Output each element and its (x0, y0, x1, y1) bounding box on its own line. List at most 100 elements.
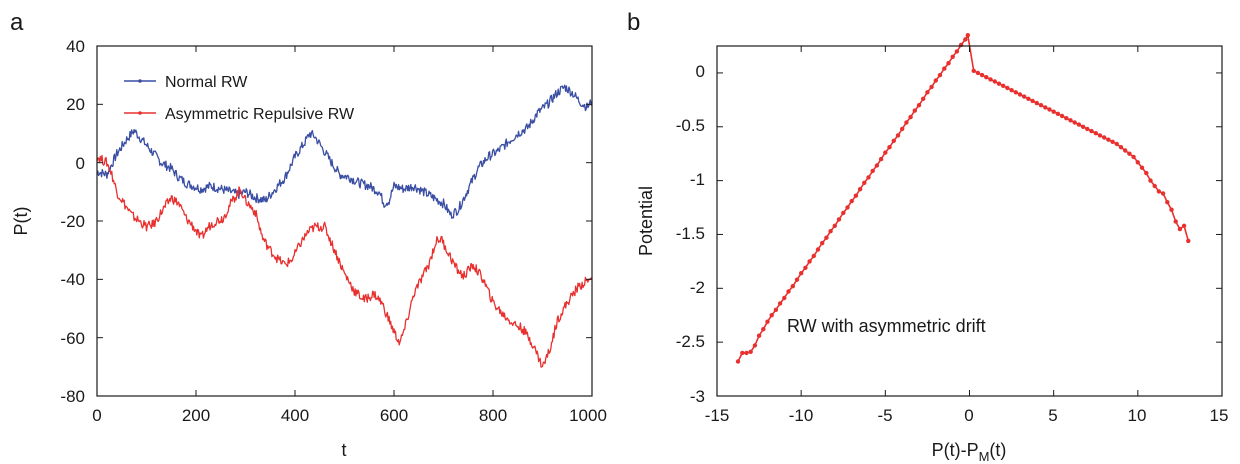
panel-b-xtick-label: 15 (1210, 406, 1229, 425)
potential-point (1181, 223, 1187, 228)
potential-point (925, 90, 930, 95)
potential-point (782, 295, 787, 301)
potential-point (748, 349, 753, 354)
potential-point (820, 240, 825, 246)
potential-point (937, 72, 943, 78)
potential-point (1085, 126, 1090, 132)
potential-point (1139, 165, 1145, 170)
legend-marker-asym (138, 111, 142, 115)
potential-point (1127, 151, 1132, 156)
panel-b-xtick-label: -10 (789, 406, 814, 425)
potential-point (735, 359, 741, 364)
potential-line (737, 34, 1190, 362)
potential-point (1080, 124, 1086, 129)
potential-point (1009, 88, 1014, 93)
potential-point (744, 350, 749, 356)
potential-point (815, 247, 821, 252)
potential-point (912, 108, 917, 113)
potential-point (786, 289, 791, 294)
potential-point (1093, 131, 1099, 136)
potential-point (773, 307, 779, 312)
panel-a-xtick-label: 600 (380, 406, 408, 425)
potential-point (1043, 105, 1048, 110)
potential-point (1131, 154, 1136, 160)
potential-point (979, 72, 985, 78)
panel-a-xtick-label: 1000 (569, 406, 607, 425)
panel-b-letter: b (627, 9, 640, 36)
series-line-asymmetric-repulsive-rw (96, 154, 593, 368)
potential-point (1021, 94, 1027, 99)
potential-point (870, 168, 875, 174)
potential-point (933, 78, 938, 83)
panel-b-series (735, 33, 1191, 364)
potential-point (807, 259, 812, 264)
panel-a: a 0 200 400 600 800 1000 40 20 0 -20 -40… (10, 9, 607, 460)
potential-point (1177, 226, 1183, 232)
potential-point (908, 114, 913, 120)
potential-point (992, 79, 997, 84)
potential-point (862, 180, 867, 185)
potential-point (1051, 109, 1056, 114)
panel-b: b -15 -10 -5 0 5 10 15 0 -0.5 -1 -1.5 -2… (627, 9, 1228, 464)
potential-point (777, 301, 783, 306)
potential-point (1169, 207, 1174, 212)
panel-a-x-axis-label: t (341, 440, 346, 460)
panel-b-ytick-label: 0 (696, 62, 705, 81)
potential-point (1001, 83, 1006, 89)
potential-point (971, 68, 976, 74)
potential-point (1135, 160, 1141, 165)
legend-label-normal: Normal RW (165, 74, 248, 91)
potential-point (1118, 145, 1124, 150)
potential-point (963, 37, 968, 42)
potential-point (790, 284, 795, 289)
potential-point (1017, 92, 1023, 97)
potential-point (900, 126, 905, 132)
panel-b-frame (716, 45, 1223, 397)
panel-a-ytick-label: 20 (66, 95, 85, 114)
potential-point (1072, 120, 1077, 125)
panel-b-ytick-label: -0.5 (676, 116, 705, 135)
potential-point (1068, 118, 1073, 123)
potential-point (1055, 111, 1061, 117)
potential-point (954, 49, 960, 54)
panel-a-series (96, 84, 593, 368)
potential-point (794, 277, 800, 282)
potential-point (1144, 170, 1149, 176)
panel-a-xtick-label: 200 (182, 406, 210, 425)
potential-point (891, 138, 896, 143)
potential-point (752, 343, 758, 348)
panel-b-y-axis-label: Potential (636, 186, 656, 256)
potential-point (1038, 103, 1044, 108)
potential-point (799, 271, 804, 276)
potential-point (950, 54, 955, 59)
potential-point (832, 223, 837, 228)
panel-b-ytick-label: -1 (690, 170, 705, 189)
panel-b-ytick-label: -3 (690, 387, 705, 406)
potential-point (756, 333, 762, 338)
legend-marker-normal (138, 79, 142, 83)
panel-a-legend: Normal RW Asymmetric Repulsive RW (124, 74, 355, 123)
potential-point (1030, 98, 1035, 104)
potential-point (874, 163, 880, 168)
panel-b-ytick-label: -2 (690, 278, 705, 297)
potential-point (988, 77, 993, 82)
panel-a-xtick-label: 400 (281, 406, 309, 425)
potential-point (1005, 85, 1010, 91)
panel-b-x-axis-label-main: P(t)-P (932, 440, 979, 460)
potential-point (895, 133, 901, 138)
legend-label-asym: Asymmetric Repulsive RW (165, 106, 355, 123)
potential-point (1186, 238, 1191, 244)
potential-point (853, 193, 859, 198)
panel-a-letter: a (10, 9, 24, 36)
panel-a-ytick-label: -60 (60, 329, 85, 348)
panel-b-xtick-label: -15 (705, 406, 730, 425)
potential-point (965, 33, 970, 38)
panel-b-x-axis-label: P(t)-PM(t) (932, 440, 1007, 464)
potential-point (904, 120, 909, 125)
panel-a-ytick-label: 0 (76, 154, 85, 173)
potential-point (1106, 137, 1111, 142)
panel-a-ytick-label: -20 (60, 212, 85, 231)
potential-point (1047, 107, 1052, 112)
panel-a-ticks (96, 45, 593, 397)
